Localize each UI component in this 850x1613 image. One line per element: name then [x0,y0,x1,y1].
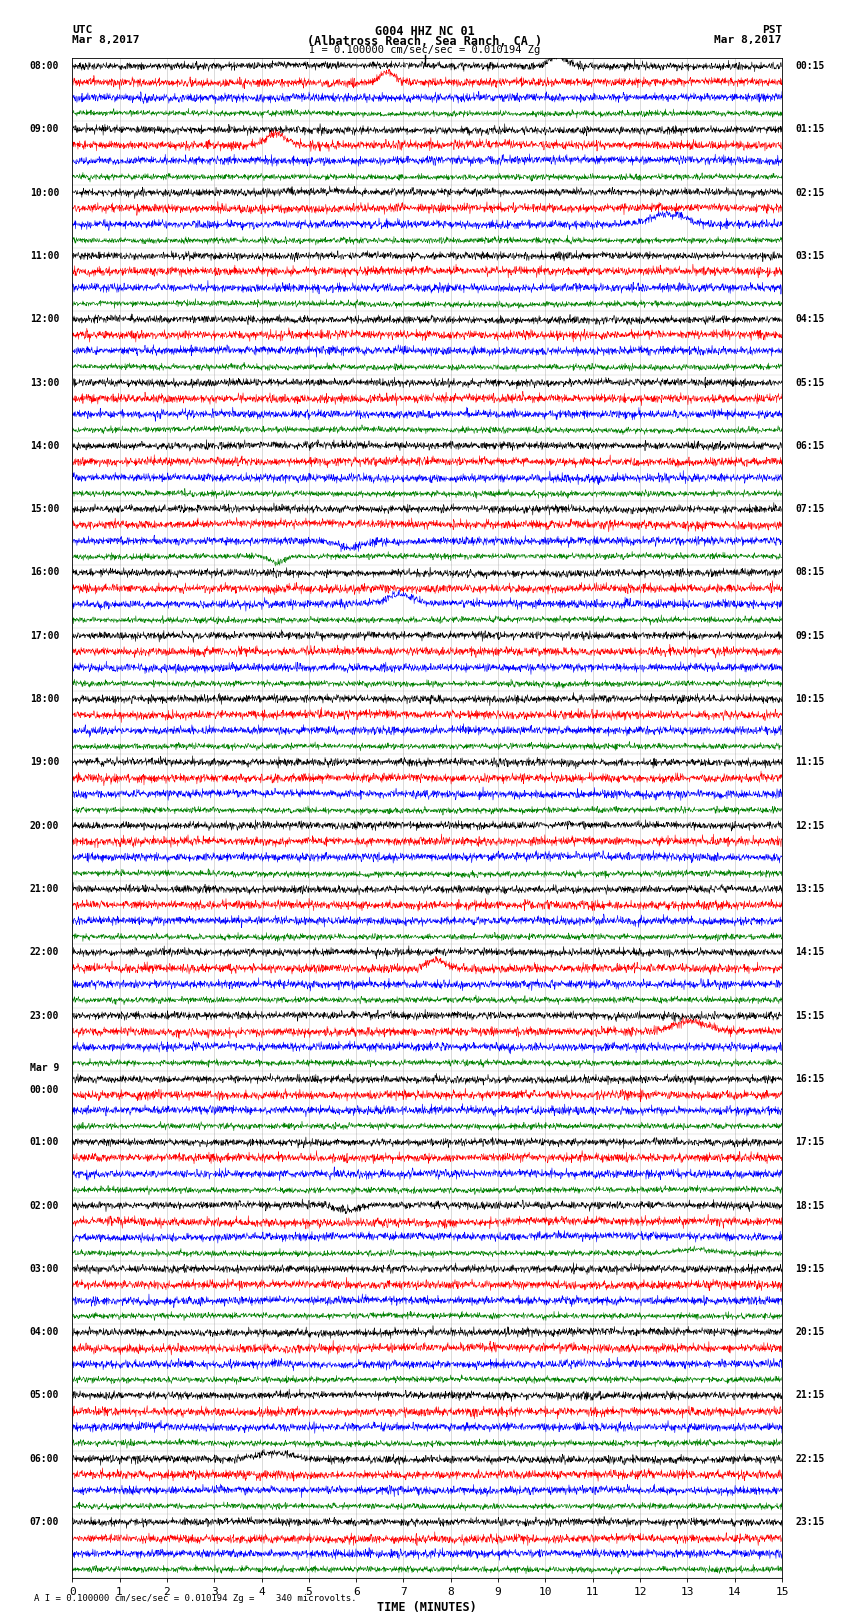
Text: 01:00: 01:00 [30,1137,59,1147]
Text: 22:15: 22:15 [796,1453,824,1465]
Text: Mar 9: Mar 9 [30,1063,59,1073]
Text: 11:15: 11:15 [796,758,824,768]
Text: 10:15: 10:15 [796,694,824,705]
Text: 00:00: 00:00 [30,1086,59,1095]
Text: 23:00: 23:00 [30,1011,59,1021]
Text: 07:15: 07:15 [796,505,824,515]
Text: 06:15: 06:15 [796,440,824,452]
Text: PST: PST [762,24,782,35]
Text: 12:00: 12:00 [30,315,59,324]
Text: 19:00: 19:00 [30,758,59,768]
Text: 17:00: 17:00 [30,631,59,640]
Text: 15:00: 15:00 [30,505,59,515]
Text: 20:00: 20:00 [30,821,59,831]
Text: 04:00: 04:00 [30,1327,59,1337]
Text: Mar 8,2017: Mar 8,2017 [715,35,782,45]
Text: 15:15: 15:15 [796,1011,824,1021]
Text: 07:00: 07:00 [30,1518,59,1528]
Text: 08:00: 08:00 [30,61,59,71]
Text: Mar 8,2017: Mar 8,2017 [72,35,139,45]
Text: 13:00: 13:00 [30,377,59,387]
Text: 05:00: 05:00 [30,1390,59,1400]
Text: UTC: UTC [72,24,93,35]
Text: 18:00: 18:00 [30,694,59,705]
Text: 21:00: 21:00 [30,884,59,894]
Text: 05:15: 05:15 [796,377,824,387]
Text: 08:15: 08:15 [796,568,824,577]
Text: 21:15: 21:15 [796,1390,824,1400]
Text: 12:15: 12:15 [796,821,824,831]
Text: I = 0.100000 cm/sec/sec = 0.010194 Zg: I = 0.100000 cm/sec/sec = 0.010194 Zg [309,45,541,55]
Text: 09:00: 09:00 [30,124,59,134]
Text: 02:15: 02:15 [796,187,824,198]
Text: 01:15: 01:15 [796,124,824,134]
Text: 09:15: 09:15 [796,631,824,640]
Text: 04:15: 04:15 [796,315,824,324]
Text: 00:15: 00:15 [796,61,824,71]
Text: 13:15: 13:15 [796,884,824,894]
Text: 16:00: 16:00 [30,568,59,577]
Text: 14:00: 14:00 [30,440,59,452]
Text: 10:00: 10:00 [30,187,59,198]
Text: 03:15: 03:15 [796,252,824,261]
Text: 17:15: 17:15 [796,1137,824,1147]
Text: A I = 0.100000 cm/sec/sec = 0.010194 Zg =    340 microvolts.: A I = 0.100000 cm/sec/sec = 0.010194 Zg … [34,1594,356,1603]
X-axis label: TIME (MINUTES): TIME (MINUTES) [377,1600,477,1613]
Text: 23:15: 23:15 [796,1518,824,1528]
Text: 11:00: 11:00 [30,252,59,261]
Text: 18:15: 18:15 [796,1200,824,1211]
Text: 14:15: 14:15 [796,947,824,958]
Text: 02:00: 02:00 [30,1200,59,1211]
Text: 20:15: 20:15 [796,1327,824,1337]
Text: 16:15: 16:15 [796,1074,824,1084]
Text: 03:00: 03:00 [30,1265,59,1274]
Text: 22:00: 22:00 [30,947,59,958]
Text: G004 HHZ NC 01: G004 HHZ NC 01 [375,24,475,39]
Text: 19:15: 19:15 [796,1265,824,1274]
Text: 06:00: 06:00 [30,1453,59,1465]
Text: (Albatross Reach, Sea Ranch, CA ): (Albatross Reach, Sea Ranch, CA ) [308,35,542,48]
